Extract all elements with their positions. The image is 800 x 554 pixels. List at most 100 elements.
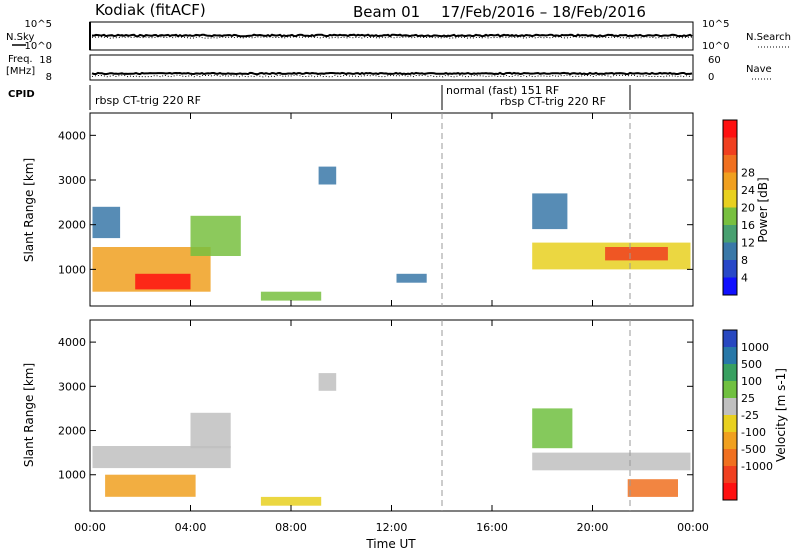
colorbar-segment-9 xyxy=(723,120,737,138)
colorbar-segment-1 xyxy=(723,260,737,278)
power-y-label: Slant Range [km] xyxy=(22,158,36,262)
cpid-program-1: rbsp CT-trig 220 RF xyxy=(95,94,201,107)
colorbar-tick-6: 28 xyxy=(741,167,755,180)
freq-right-tick-low: 0 xyxy=(708,72,714,83)
x-tick-label-4: 16:00 xyxy=(476,521,508,534)
cpid-program-2: normal (fast) 151 RF xyxy=(446,84,559,97)
colorbar-segment-2 xyxy=(723,364,737,381)
frequency-panel: 18 8 60 0 Freq. [MHz] Nave CPID xyxy=(6,54,772,100)
colorbar-segment-3 xyxy=(723,225,737,243)
freq-unit-label: [MHz] xyxy=(6,66,35,77)
nave-trace xyxy=(91,74,693,78)
colorbar-segment-9 xyxy=(723,483,737,500)
velocity-panel: 1000 2000 3000 4000 Slant Range [km] 1000 50… xyxy=(22,319,788,512)
noise-left-tick-high: 10^5 xyxy=(25,19,52,30)
colorbar-segment-4 xyxy=(723,207,737,225)
scatter-region-4 xyxy=(260,291,322,301)
noise-left-tick-low: 10^0 xyxy=(25,41,52,52)
colorbar-segment-3 xyxy=(723,381,737,398)
scatter-region-5 xyxy=(627,479,678,497)
colorbar-segment-7 xyxy=(723,449,737,466)
colorbar-segment-0 xyxy=(723,330,737,347)
x-tick-label-1: 04:00 xyxy=(175,521,207,534)
noise-sky-trace xyxy=(91,33,693,38)
scatter-region-3 xyxy=(260,496,322,506)
colorbar-tick-1: 8 xyxy=(741,254,748,267)
noise-panel: 10^5 10^0 10^5 10^0 N.Sky N.Search xyxy=(6,19,791,52)
power-colorbar: 4 8 12 16 20 24 28 xyxy=(722,119,755,296)
noise-right-tick-low: 10^0 xyxy=(702,41,729,52)
colorbar-segment-2 xyxy=(723,242,737,260)
scatter-region-7 xyxy=(318,373,337,391)
colorbar-tick-5: 24 xyxy=(741,184,755,197)
colorbar-tick-0: 1000 xyxy=(741,341,769,354)
nsky-label: N.Sky xyxy=(6,32,34,43)
freq-left-tick-high: 18 xyxy=(39,55,52,66)
y-tick-label-0: 1000 xyxy=(58,263,86,276)
colorbar-tick-2: 12 xyxy=(741,237,755,250)
station-title: Kodiak (fitACF) xyxy=(95,1,206,19)
y-tick-label-1: 2000 xyxy=(58,425,86,438)
x-tick-label-5: 20:00 xyxy=(577,521,609,534)
time-axis-label: Time UT xyxy=(365,537,416,551)
colorbar-segment-8 xyxy=(723,137,737,155)
date-range: 17/Feb/2016 – 18/Feb/2016 xyxy=(441,3,646,21)
time-axis: 00:00 04:00 08:00 12:00 16:00 20:00 00:00 xyxy=(74,113,709,534)
colorbar-tick-3: 16 xyxy=(741,219,755,232)
noise-right-tick-high: 10^5 xyxy=(702,19,729,30)
cpid-program-3: rbsp CT-trig 220 RF xyxy=(500,95,606,108)
velocity-colorbar: 1000 500 100 25 -25 -100 -500 -1000 xyxy=(722,329,773,501)
velocity-colorbar-label: Velocity [m s-1] xyxy=(774,368,788,462)
nave-label: Nave xyxy=(746,64,772,75)
x-tick-label-2: 08:00 xyxy=(275,521,307,534)
freq-label: Freq. xyxy=(8,54,33,65)
power-colorbar-label: Power [dB] xyxy=(756,177,770,242)
colorbar-tick-2: 100 xyxy=(741,375,762,388)
scatter-region-1 xyxy=(190,412,231,449)
power-y-axis: 1000 2000 3000 4000 xyxy=(58,129,693,276)
colorbar-tick-6: -500 xyxy=(741,443,766,456)
freq-left-tick-low: 8 xyxy=(46,72,52,83)
colorbar-segment-6 xyxy=(723,172,737,190)
colorbar-segment-1 xyxy=(723,347,737,364)
y-tick-label-0: 1000 xyxy=(58,469,86,482)
cpid-row: rbsp CT-trig 220 RF normal (fast) 151 RF… xyxy=(89,84,631,110)
velocity-y-axis: 1000 2000 3000 4000 xyxy=(58,336,693,482)
nsearch-label: N.Search xyxy=(746,32,791,43)
colorbar-segment-5 xyxy=(723,190,737,208)
scatter-region-4 xyxy=(532,452,691,471)
colorbar-tick-5: -100 xyxy=(741,426,766,439)
scatter-region-3 xyxy=(92,206,121,239)
x-tick-label-0: 00:00 xyxy=(74,521,106,534)
colorbar-frame xyxy=(722,329,738,501)
power-panel: 1000 2000 3000 4000 Slant Range [km] 4 8 12 16… xyxy=(22,112,770,307)
frequency-panel-frame xyxy=(89,54,694,81)
y-tick-label-2: 3000 xyxy=(58,174,86,187)
scatter-region-2 xyxy=(105,474,196,497)
colorbar-tick-4: 20 xyxy=(741,202,755,215)
colorbar-tick-3: 25 xyxy=(741,392,755,405)
colorbar-tick-1: 500 xyxy=(741,358,762,371)
frequency-trace xyxy=(91,71,693,76)
colorbar-segment-8 xyxy=(723,466,737,483)
power-scatter-regions xyxy=(92,166,691,301)
x-tick-label-3: 12:00 xyxy=(376,521,408,534)
colorbar-segment-0 xyxy=(723,277,737,295)
scatter-region-9 xyxy=(532,193,568,230)
colorbar-segment-4 xyxy=(723,398,737,415)
scatter-region-1 xyxy=(135,273,191,290)
colorbar-tick-0: 4 xyxy=(741,272,748,285)
scatter-region-6 xyxy=(532,408,573,449)
colorbar-segment-6 xyxy=(723,432,737,449)
y-tick-label-1: 2000 xyxy=(58,219,86,232)
colorbar-segment-5 xyxy=(723,415,737,432)
y-tick-label-2: 3000 xyxy=(58,380,86,393)
velocity-scatter-regions xyxy=(92,373,691,506)
colorbar-tick-4: -25 xyxy=(741,409,759,422)
colorbar-segment-7 xyxy=(723,155,737,173)
scatter-region-5 xyxy=(318,166,337,185)
scatter-region-2 xyxy=(190,215,241,256)
scatter-region-6 xyxy=(396,273,427,283)
velocity-y-label: Slant Range [km] xyxy=(22,363,36,467)
